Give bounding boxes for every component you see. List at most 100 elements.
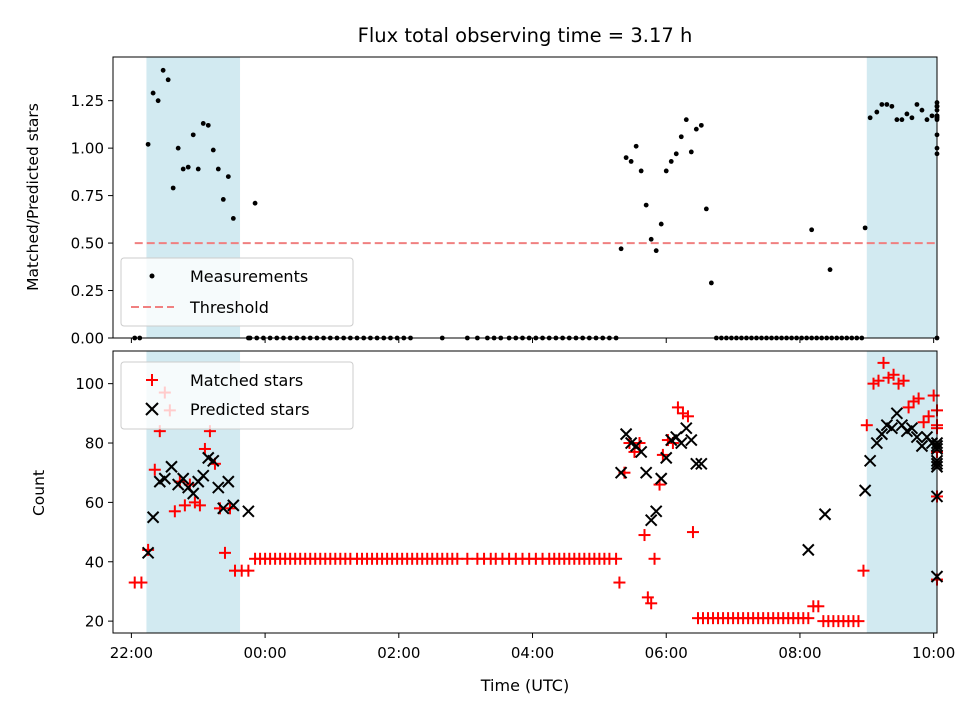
matched-star-point — [877, 356, 890, 369]
measurement-point — [145, 141, 151, 147]
predicted-star-point — [619, 427, 633, 441]
predicted-star-point — [863, 454, 877, 468]
measurement-point — [653, 248, 659, 254]
matched-star-point — [887, 368, 900, 381]
predicted-star-point — [227, 499, 240, 512]
predicted-star-point — [875, 427, 889, 441]
measurement-point — [225, 174, 231, 180]
matched-star-point — [148, 463, 161, 476]
x-tick-label: 08:00 — [778, 644, 821, 662]
ratio-legend-box — [120, 257, 354, 327]
matched-star-point — [648, 552, 661, 565]
measurement-point — [894, 117, 900, 123]
predicted-star-point — [885, 421, 899, 435]
predicted-star-point — [176, 472, 190, 485]
matched-star-point — [857, 564, 870, 577]
measurements-legend-marker — [149, 273, 155, 279]
predicted-star-point — [660, 451, 673, 465]
measurement-point — [889, 103, 895, 109]
y-tick-label: 40 — [85, 553, 104, 571]
predicted-star-point — [634, 445, 648, 459]
predicted-star-point — [197, 469, 210, 482]
measurement-point — [688, 149, 694, 155]
measurement-point — [703, 206, 709, 212]
predicted-star-point — [187, 487, 200, 500]
predicted-star-point — [212, 481, 225, 494]
x-tick-label: 00:00 — [243, 644, 286, 662]
predicted-star-point — [207, 454, 220, 468]
observing-band-1 — [866, 57, 937, 338]
y-tick-label: 60 — [85, 494, 104, 512]
matched-stars-points — [128, 356, 943, 628]
predicted-star-point — [690, 457, 703, 471]
x-tick-label: 02:00 — [377, 644, 420, 662]
x-axis-label: Time (UTC) — [480, 676, 569, 695]
measurement-point — [678, 134, 684, 140]
measurement-point — [904, 111, 910, 117]
measurement-point — [160, 67, 166, 73]
matched-star-point — [907, 395, 920, 408]
measurement-point — [708, 280, 714, 286]
measurement-point — [155, 98, 161, 104]
measurement-point — [862, 225, 868, 231]
matched-star-point — [451, 552, 464, 565]
measurement-point — [628, 159, 634, 164]
predicted-stars-legend-marker — [145, 402, 159, 416]
count-legend: Matched stars Predicted stars — [120, 361, 354, 430]
predicted-star-point — [802, 543, 815, 557]
ratio-x-ticks — [130, 338, 935, 343]
measurement-point — [252, 200, 258, 206]
matched-star-point — [802, 612, 815, 625]
x-tick-label: 10:00 — [912, 644, 955, 662]
measurement-point — [924, 117, 930, 123]
predicted-star-point — [141, 546, 155, 560]
measurement-point — [663, 168, 669, 174]
measurement-point — [205, 122, 211, 128]
matched-star-point — [638, 529, 651, 542]
matched-star-point — [613, 576, 626, 589]
count-plot-frame — [112, 350, 938, 634]
count-legend-box — [120, 361, 354, 430]
y-tick-label: 0.75 — [71, 187, 104, 205]
ratio-plot-frame — [112, 56, 938, 339]
matched-star-point — [892, 377, 905, 390]
count-x-axis: 22:00 00:00 02:00 04:00 06:00 08:00 10:00 — [110, 633, 955, 662]
predicted-star-point — [217, 502, 230, 515]
ratio-y-axis-label: Matched/Predicted stars — [24, 103, 42, 291]
matched-star-point — [168, 505, 181, 518]
measurement-point — [200, 121, 206, 126]
ratio-panel: 0.00 0.25 0.50 0.75 1.00 1.25 Matched/Predict… — [24, 56, 940, 348]
matched-stars-legend-label: Matched stars — [190, 371, 303, 390]
predicted-star-point — [222, 475, 235, 488]
matched-star-point — [912, 392, 925, 405]
predicted-star-point — [242, 505, 255, 518]
measurement-point — [867, 115, 873, 121]
predicted-star-point — [655, 472, 668, 485]
measurement-point — [909, 115, 915, 121]
measurement-points — [132, 67, 940, 341]
matched-star-point — [610, 552, 623, 565]
measurement-point — [879, 102, 885, 107]
predicted-star-point — [146, 511, 160, 524]
y-tick-label: 100 — [75, 375, 104, 393]
predicted-star-point — [858, 484, 872, 497]
matched-star-point — [897, 374, 910, 387]
y-tick-label: 0.50 — [71, 235, 104, 253]
predicted-star-point — [158, 472, 172, 485]
measurement-point — [919, 107, 925, 113]
measurement-point — [658, 221, 664, 227]
x-tick-label: 04:00 — [511, 644, 554, 662]
ratio-legend: Measurements Threshold — [120, 257, 354, 327]
measurement-point — [215, 166, 221, 172]
matched-star-point — [867, 377, 880, 390]
x-tick-label: 06:00 — [645, 644, 688, 662]
predicted-star-point — [915, 439, 929, 453]
measurement-point — [185, 164, 191, 170]
measurement-point — [195, 166, 201, 172]
measurement-point — [638, 168, 644, 174]
y-tick-label: 0.00 — [71, 330, 104, 348]
matched-star-point — [902, 401, 915, 414]
measurement-point — [809, 227, 815, 233]
measurement-point — [668, 159, 674, 164]
matched-star-point — [671, 401, 684, 414]
